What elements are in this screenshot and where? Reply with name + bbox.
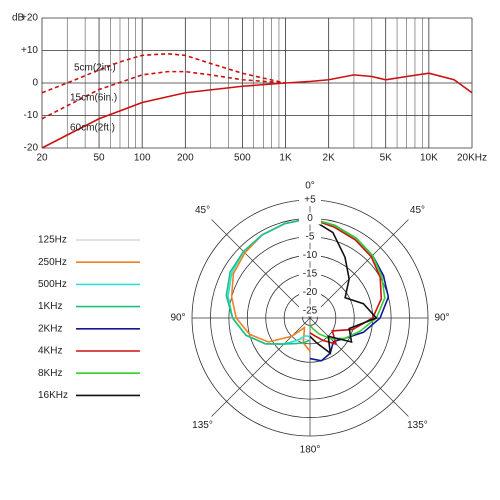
label-backdrop xyxy=(299,194,321,206)
legend-label: 125Hz xyxy=(38,235,67,246)
legend-label: 2KHz xyxy=(38,323,62,334)
legend-label: 8KHz xyxy=(38,368,62,379)
spoke xyxy=(309,317,409,417)
r-tick-label: 0 xyxy=(307,213,313,224)
response-curve xyxy=(285,72,473,94)
legend-label: 500Hz xyxy=(38,279,67,290)
r-tick-label: -15 xyxy=(303,268,318,279)
angle-label: 135° xyxy=(192,420,213,431)
angle-label: 45° xyxy=(410,205,425,216)
curve-label: 5cm(2in.) xyxy=(74,63,116,74)
label-backdrop xyxy=(299,267,321,280)
y-tick-label: -20 xyxy=(24,143,39,154)
label-backdrop xyxy=(299,230,321,243)
x-tick-label: 500 xyxy=(234,153,251,164)
legend-label: 16KHz xyxy=(38,390,68,401)
y-tick-label: +10 xyxy=(21,45,38,56)
label-backdrop xyxy=(299,212,321,225)
curve-label: 15cm(6in.) xyxy=(70,93,117,104)
y-axis-label: dB xyxy=(12,13,25,24)
x-tick-label: 100 xyxy=(134,153,151,164)
r-tick-label: -5 xyxy=(306,232,315,243)
label-backdrop xyxy=(299,286,321,299)
response-curve xyxy=(41,52,286,94)
spoke xyxy=(211,219,311,319)
angle-label: 180° xyxy=(300,445,321,456)
angle-label: 90° xyxy=(434,313,449,324)
spoke xyxy=(309,219,409,319)
response-curve xyxy=(41,70,286,120)
r-tick-label: +5 xyxy=(304,195,316,206)
x-tick-label: 50 xyxy=(93,153,105,164)
curve-label: 60cm(2ft.) xyxy=(70,123,115,134)
response-curve xyxy=(41,82,286,149)
polar-curve xyxy=(227,217,311,345)
polar-curve xyxy=(225,217,311,345)
x-tick-label: 200 xyxy=(177,153,194,164)
x-tick-label: 5K xyxy=(380,153,393,164)
x-tick-label: 2K xyxy=(323,153,336,164)
y-tick-label: +20 xyxy=(21,13,38,24)
x-tick-label: 1K xyxy=(279,153,292,164)
label-backdrop xyxy=(299,304,321,317)
legend-label: 4KHz xyxy=(38,346,62,357)
angle-label: 135° xyxy=(407,420,428,431)
r-tick-label: -10 xyxy=(303,250,318,261)
label-backdrop xyxy=(299,249,321,262)
x-tick-label: 10K xyxy=(420,153,438,164)
polar-curve xyxy=(309,217,386,340)
x-tick-label: 20 xyxy=(36,153,48,164)
y-tick-label: 0 xyxy=(32,78,38,89)
angle-label: 0° xyxy=(305,181,315,192)
polar-curve xyxy=(227,217,311,345)
r-tick-label: -25 xyxy=(303,305,318,316)
r-tick-label: -20 xyxy=(303,287,318,298)
legend-label: 250Hz xyxy=(38,257,67,268)
polar-curve xyxy=(309,217,383,346)
angle-label: 90° xyxy=(170,313,185,324)
x-tick-label: 20KHz xyxy=(457,153,487,164)
polar-curve xyxy=(309,217,378,355)
legend-label: 1KHz xyxy=(38,301,62,312)
angle-label: 45° xyxy=(195,205,210,216)
y-tick-label: -10 xyxy=(24,110,39,121)
